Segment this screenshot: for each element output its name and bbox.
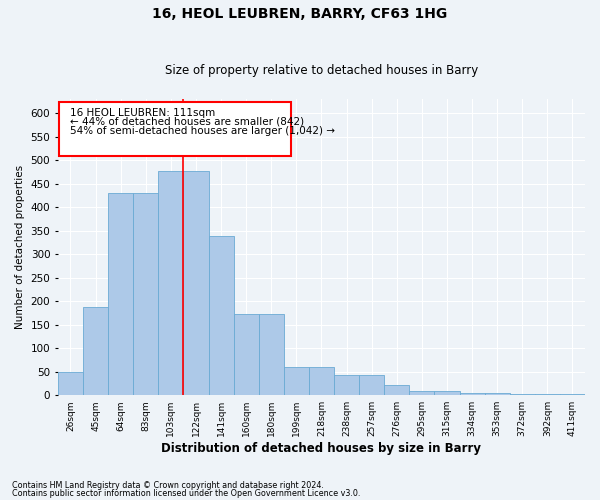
Bar	[434, 390, 460, 395]
Bar	[309, 367, 334, 395]
Bar	[83, 307, 108, 395]
Bar	[510, 394, 535, 395]
Bar	[460, 393, 485, 395]
Bar	[359, 375, 384, 395]
Bar	[133, 193, 158, 395]
Bar	[233, 314, 259, 395]
Bar	[485, 393, 510, 395]
Y-axis label: Number of detached properties: Number of detached properties	[15, 165, 25, 329]
Title: Size of property relative to detached houses in Barry: Size of property relative to detached ho…	[165, 64, 478, 77]
Text: Contains HM Land Registry data © Crown copyright and database right 2024.: Contains HM Land Registry data © Crown c…	[12, 481, 324, 490]
Text: 16, HEOL LEUBREN, BARRY, CF63 1HG: 16, HEOL LEUBREN, BARRY, CF63 1HG	[152, 8, 448, 22]
Bar	[409, 390, 434, 395]
Bar	[384, 385, 409, 395]
Bar	[284, 367, 309, 395]
Text: ← 44% of detached houses are smaller (842): ← 44% of detached houses are smaller (84…	[70, 117, 305, 127]
Text: 16 HEOL LEUBREN: 111sqm: 16 HEOL LEUBREN: 111sqm	[70, 108, 216, 118]
Bar	[535, 394, 560, 395]
Text: 54% of semi-detached houses are larger (1,042) →: 54% of semi-detached houses are larger (…	[70, 126, 335, 136]
Bar	[209, 236, 233, 395]
Bar	[184, 172, 209, 395]
Bar	[560, 394, 585, 395]
X-axis label: Distribution of detached houses by size in Barry: Distribution of detached houses by size …	[161, 442, 481, 455]
Bar	[158, 172, 184, 395]
Bar	[334, 375, 359, 395]
Bar	[108, 193, 133, 395]
Bar	[58, 372, 83, 395]
FancyBboxPatch shape	[59, 102, 292, 156]
Bar	[259, 314, 284, 395]
Text: Contains public sector information licensed under the Open Government Licence v3: Contains public sector information licen…	[12, 488, 361, 498]
